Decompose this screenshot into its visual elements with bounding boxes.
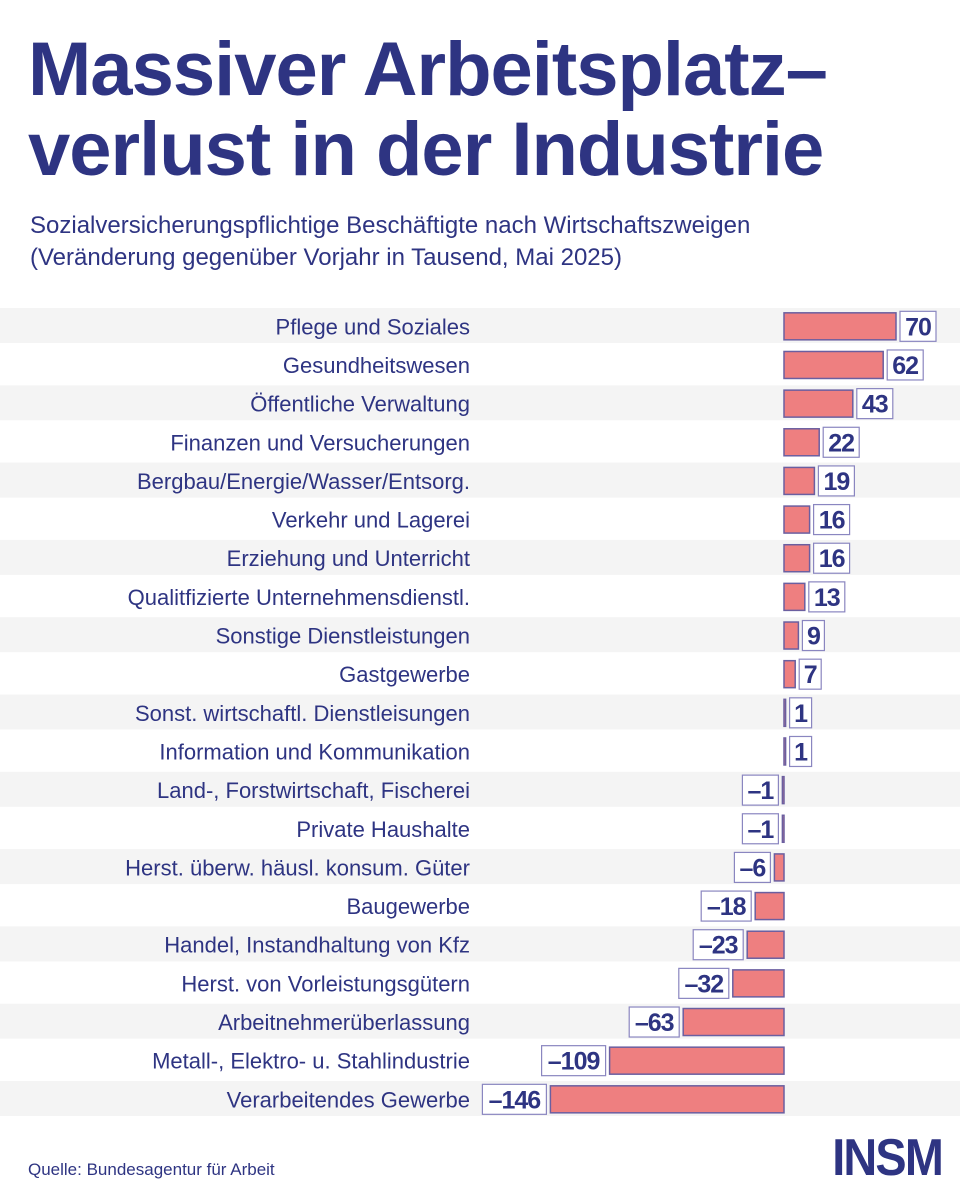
value-label-box xyxy=(856,388,894,420)
bar xyxy=(783,737,787,766)
value-label-box xyxy=(741,774,780,806)
row-band xyxy=(0,771,960,807)
value-label-box xyxy=(733,851,772,884)
bar xyxy=(783,350,884,380)
category-label: Handel, Instandhaltung von Kfz xyxy=(164,933,470,958)
value-label-box xyxy=(822,426,860,458)
bar xyxy=(781,775,785,805)
row-band xyxy=(0,849,960,885)
category-label: Baugewerbe xyxy=(346,894,470,919)
category-label: Metall-, Elektro- u. Stahlindustrie xyxy=(152,1049,470,1074)
bar xyxy=(746,930,785,959)
bar xyxy=(682,1007,785,1037)
value-label: 1 xyxy=(794,738,808,766)
value-label: 16 xyxy=(819,507,845,535)
bar xyxy=(783,505,811,534)
category-label: Erziehung und Unterricht xyxy=(227,546,470,571)
value-label-box xyxy=(899,310,937,342)
value-label-box xyxy=(798,658,822,690)
value-label-box xyxy=(812,542,851,574)
category-label: Öffentliche Verwaltung xyxy=(250,392,470,417)
bar xyxy=(783,428,820,457)
value-label: 62 xyxy=(892,352,918,380)
category-label: Private Haushalte xyxy=(296,817,470,842)
value-label-box xyxy=(817,465,856,497)
value-label-box xyxy=(788,697,813,729)
value-label: –63 xyxy=(635,1009,674,1037)
category-label: Information und Kommunikation xyxy=(159,739,470,764)
value-label-box xyxy=(812,503,851,536)
page-title: Massiver Arbeitsplatz–verlust in der Ind… xyxy=(28,27,828,192)
source-note: Quelle: Bundesagentur für Arbeit xyxy=(28,1160,275,1179)
category-label: Gesundheitswesen xyxy=(283,353,470,378)
value-label: –6 xyxy=(739,854,765,882)
value-label: 16 xyxy=(819,545,845,573)
bar xyxy=(783,582,806,612)
value-label: –109 xyxy=(548,1048,600,1076)
value-label: 22 xyxy=(828,429,854,457)
bar xyxy=(783,466,816,496)
row-band xyxy=(0,1003,960,1039)
bar xyxy=(783,389,854,418)
bar xyxy=(732,969,785,998)
subtitle-line-1: Sozialversicherungspflichtige Beschäftig… xyxy=(30,212,751,239)
value-label-box xyxy=(741,813,780,845)
row-band xyxy=(0,1081,960,1116)
bar-chart: Pflege und Soziales 70 Gesundheitswesen 62 Ö… xyxy=(0,308,960,1116)
row-band xyxy=(0,926,960,962)
category-label: Sonst. wirtschaftl. Dienstleisungen xyxy=(135,701,470,726)
value-label: –146 xyxy=(489,1086,541,1114)
value-label-box xyxy=(481,1083,547,1115)
category-label: Sonstige Dienstleistungen xyxy=(216,624,470,649)
value-label: 9 xyxy=(807,623,820,651)
value-label: –18 xyxy=(707,893,747,921)
value-label: 7 xyxy=(804,661,817,689)
category-label: Herst. von Vorleistungsgütern xyxy=(181,971,470,996)
value-label-box xyxy=(886,349,924,381)
category-label: Herst. überw. häusl. konsum. Güter xyxy=(125,855,470,880)
subtitle-line-2: (Veränderung gegenüber Vorjahr in Tausen… xyxy=(30,244,622,271)
value-label: 1 xyxy=(794,700,808,728)
bar xyxy=(783,698,787,728)
value-label: –23 xyxy=(699,932,738,960)
value-label-box xyxy=(628,1006,680,1038)
bar xyxy=(783,312,897,341)
bar xyxy=(549,1085,785,1114)
value-label: 19 xyxy=(823,468,849,496)
value-label: 43 xyxy=(862,391,888,419)
row-band xyxy=(0,617,960,653)
category-label: Gastgewerbe xyxy=(339,662,470,687)
value-label-box xyxy=(801,619,826,652)
value-label: –32 xyxy=(684,970,723,998)
bar xyxy=(783,659,796,689)
category-label: Pflege und Soziales xyxy=(276,314,470,339)
value-label-box xyxy=(700,890,752,922)
value-label-box xyxy=(808,581,846,613)
value-label-box xyxy=(788,735,813,768)
category-label: Arbeitnehmerüberlassung xyxy=(218,1010,470,1035)
bar xyxy=(781,814,785,844)
bar xyxy=(783,543,811,573)
category-label: Qualitfizierte Unternehmensdienstl. xyxy=(128,585,470,610)
bar xyxy=(608,1046,785,1075)
category-label: Bergbau/Energie/Wasser/Entsorg. xyxy=(137,469,470,494)
value-label: 13 xyxy=(814,584,840,612)
category-label: Finanzen und Versucherungen xyxy=(170,430,470,455)
subtitle: Sozialversicherungspflichtige Beschäftig… xyxy=(30,210,930,274)
value-label: –1 xyxy=(747,777,774,805)
insm-logo: INSM xyxy=(832,1129,944,1187)
bar xyxy=(783,621,800,650)
value-label: –1 xyxy=(747,816,774,844)
category-label: Verkehr und Lagerei xyxy=(272,508,470,533)
value-label: 70 xyxy=(905,313,931,341)
value-label-box xyxy=(678,967,730,999)
category-label: Land-, Forstwirtschaft, Fischerei xyxy=(157,778,470,803)
category-label: Verarbeitendes Gewerbe xyxy=(227,1087,470,1112)
value-label-box xyxy=(692,929,744,961)
bar xyxy=(773,853,785,882)
value-label-box xyxy=(540,1045,607,1077)
bar xyxy=(754,891,785,921)
